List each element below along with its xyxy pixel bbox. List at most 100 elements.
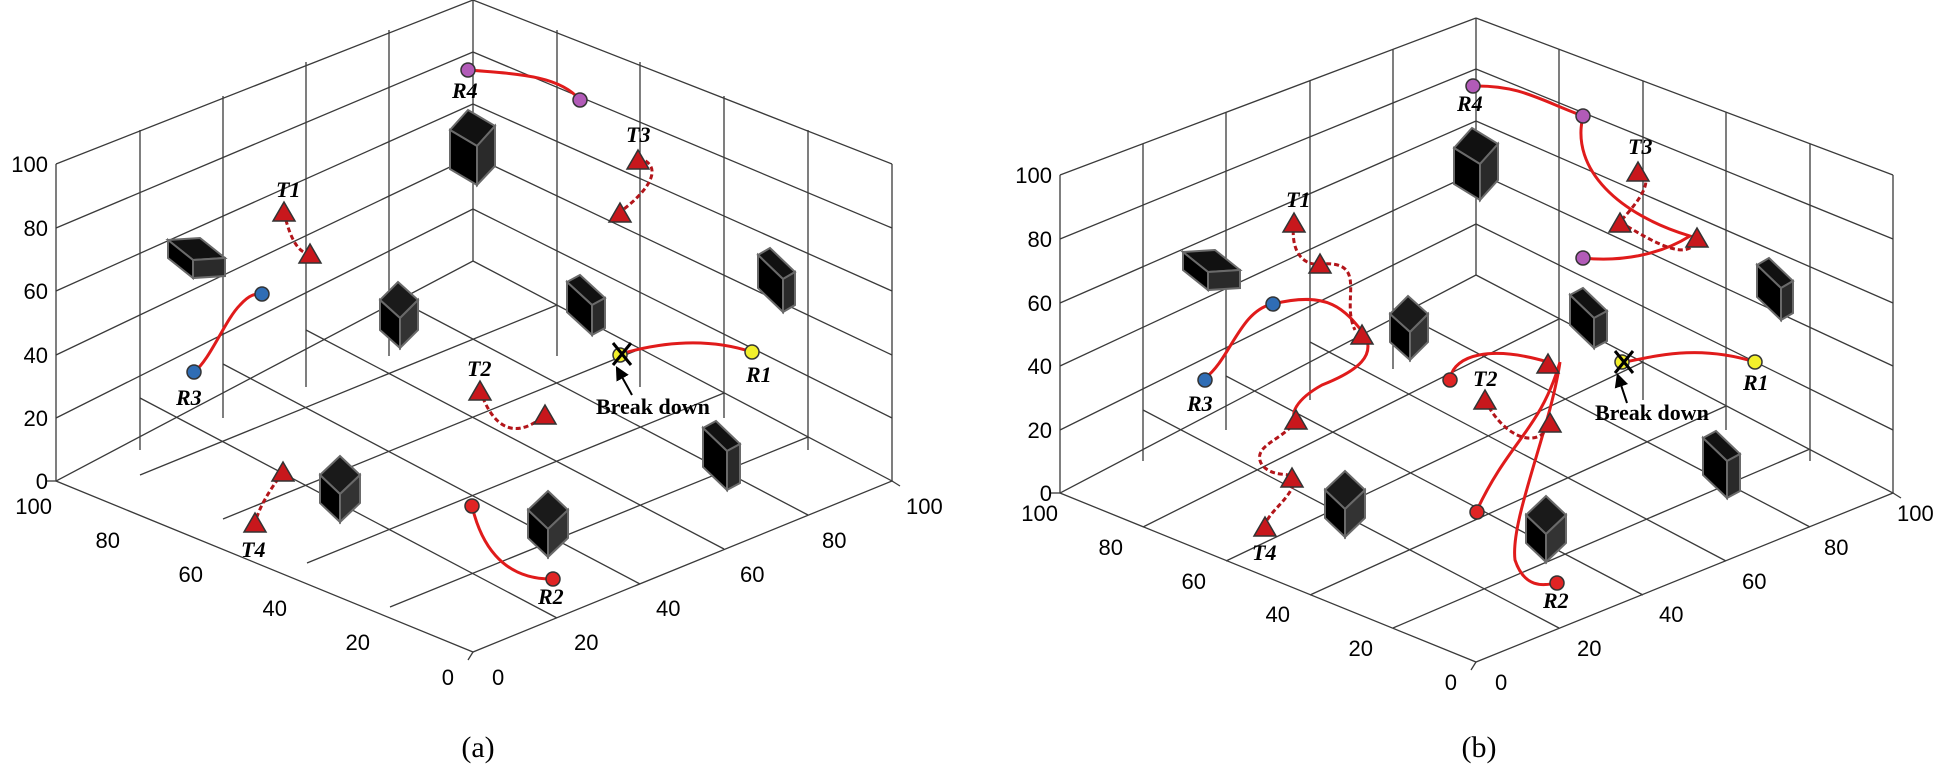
robot-r3-start: [254, 286, 270, 302]
left-tick-40: 40: [263, 596, 287, 621]
robot-r3-marker: [186, 364, 202, 380]
breakdown-label: Break down: [1595, 400, 1709, 425]
obstacle-cube: [1755, 256, 1795, 323]
robot-r1-marker: [1747, 354, 1763, 370]
obstacle-cube: [565, 273, 607, 338]
left-tick-60: 60: [1182, 569, 1206, 594]
target-t3-end: [607, 201, 633, 223]
robot-r4-end: [1575, 250, 1591, 266]
panel-b-left-axis-ticks: 0 20 40 60 80 100: [1021, 501, 1457, 695]
target-t4-end: [242, 511, 268, 533]
z-tick-0: 0: [36, 469, 48, 494]
label-r3: R3: [175, 385, 202, 410]
panel-b-breakdown: Break down: [1595, 350, 1709, 425]
obstacle-cube: [1568, 286, 1609, 351]
target-t1-mid: [1307, 252, 1333, 274]
right-tick-80: 80: [822, 528, 846, 553]
target-t2-end: [532, 403, 558, 425]
left-tick-0: 0: [442, 665, 454, 690]
target-t4: [270, 460, 296, 482]
path-r2-b: [1448, 351, 1549, 379]
label-t3: T3: [626, 122, 650, 147]
obstacle-cube: [756, 246, 797, 315]
label-t2: T2: [1473, 366, 1497, 391]
right-tick-60: 60: [740, 562, 764, 587]
z-tick-20: 20: [24, 406, 48, 431]
right-tick-0: 0: [492, 665, 504, 690]
label-r1: R1: [745, 362, 772, 387]
left-tick-20: 20: [1349, 636, 1373, 661]
left-tick-80: 80: [96, 528, 120, 553]
panel-a-left-axis-ticks: 0 20 40 60 80 100: [15, 494, 454, 690]
target-t2: [1472, 388, 1498, 410]
label-t4: T4: [1252, 540, 1276, 565]
target-t1-end: [1349, 323, 1375, 345]
left-tick-20: 20: [346, 630, 370, 655]
path-r4: [467, 68, 582, 101]
target-t4-mid: [1279, 466, 1305, 488]
obstacle-cube: [1524, 494, 1568, 565]
obstacle-cube: [1323, 469, 1367, 540]
obstacle-cube: [165, 236, 228, 281]
breakdown-x-icon: [611, 342, 633, 366]
path-r1: [616, 341, 753, 357]
panel-b-markers: [1197, 78, 1763, 591]
panel-b-right-axis-ticks: 0 20 40 60 80 100: [1495, 501, 1934, 695]
robot-r4-end: [572, 92, 588, 108]
right-tick-20: 20: [1577, 636, 1601, 661]
left-tick-80: 80: [1099, 535, 1123, 560]
target-t1: [1281, 211, 1307, 233]
right-tick-60: 60: [1742, 569, 1766, 594]
left-tick-60: 60: [179, 562, 203, 587]
panel-a-right-axis-ticks: 0 20 40 60 80 100: [492, 494, 943, 690]
target-t1: [271, 200, 297, 222]
target-t2: [467, 379, 493, 401]
obstacle-cube: [1388, 294, 1430, 363]
left-tick-0: 0: [1445, 670, 1457, 695]
right-tick-80: 80: [1824, 535, 1848, 560]
robot-r3-marker: [1197, 372, 1213, 388]
left-tick-100: 100: [15, 494, 52, 519]
label-t2: T2: [467, 356, 491, 381]
panel-b-obstacles: [1180, 126, 1795, 565]
obstacle-cube: [1180, 248, 1243, 293]
panel-a: 0 20 40 60 80 100 0 20 40 60 80 100 0 20…: [11, 0, 943, 764]
target-t3: [1625, 160, 1651, 182]
obstacle-cube: [1701, 429, 1742, 501]
robot-r3-start: [1265, 296, 1281, 312]
z-tick-80: 80: [1028, 227, 1052, 252]
left-tick-100: 100: [1021, 501, 1058, 526]
target-t2-end: [1537, 411, 1563, 433]
target-t4-end: [1252, 515, 1278, 537]
right-tick-20: 20: [574, 630, 598, 655]
z-tick-80: 80: [24, 216, 48, 241]
path-r3: [193, 292, 263, 374]
label-r2: R2: [537, 584, 564, 609]
target-t1-end: [297, 242, 323, 264]
label-r1: R1: [1742, 370, 1769, 395]
right-tick-40: 40: [1659, 602, 1683, 627]
label-r4: R4: [1456, 91, 1483, 116]
breakdown-arrow-icon: [1614, 373, 1629, 404]
panel-a-breakdown: Break down: [596, 342, 710, 419]
path-t3: [1617, 168, 1699, 252]
z-tick-100: 100: [1015, 163, 1052, 188]
robot-r2-marker: [1549, 575, 1565, 591]
path-r4: [1472, 84, 1694, 261]
target-t2-alt: [1535, 352, 1561, 374]
label-r4: R4: [451, 78, 478, 103]
target-t3: [625, 148, 651, 170]
right-tick-40: 40: [656, 596, 680, 621]
panel-b-grid: [1050, 17, 1902, 671]
left-tick-40: 40: [1266, 602, 1290, 627]
path-t1: [1291, 221, 1357, 331]
panel-b-z-ticks: 0 20 40 60 80 100: [1015, 163, 1052, 506]
path-r1: [1624, 351, 1756, 364]
label-r2: R2: [1542, 588, 1569, 613]
path-t4: [1258, 419, 1298, 526]
panel-b: 0 20 40 60 80 100 0 20 40 60 80 100 0 20…: [1015, 17, 1934, 764]
robot-r2-start: [464, 498, 480, 514]
target-t4: [1283, 408, 1309, 430]
z-tick-40: 40: [1028, 354, 1052, 379]
obstacle-cube: [526, 489, 570, 560]
